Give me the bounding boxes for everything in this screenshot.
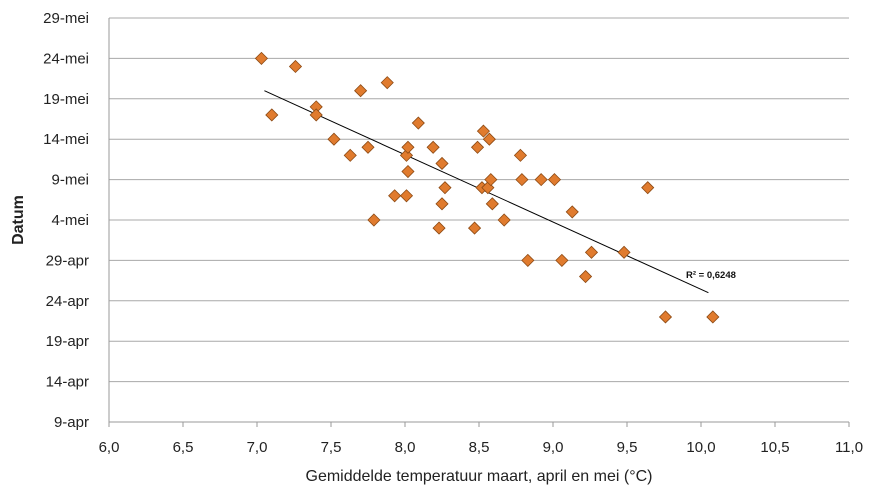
data-point bbox=[513, 148, 528, 162]
x-tick-label: 6,5 bbox=[173, 439, 194, 456]
gridlines bbox=[109, 17, 849, 383]
x-tick-label: 10,0 bbox=[686, 439, 715, 456]
y-tick-label: 24-mei bbox=[43, 50, 89, 67]
data-point bbox=[584, 245, 599, 259]
data-point bbox=[482, 132, 496, 146]
x-tick-label: 6,0 bbox=[99, 439, 120, 456]
data-point bbox=[435, 156, 449, 171]
data-point bbox=[327, 132, 341, 146]
y-tick-label: 29-mei bbox=[43, 10, 89, 27]
y-tick-label: 9-apr bbox=[54, 414, 89, 431]
data-point bbox=[380, 76, 394, 90]
y-tick-labels: 9-apr 14-apr 19-apr 24-apr 29-apr 4-mei 9-mei 1… bbox=[43, 10, 89, 431]
y-tick-label: 9-mei bbox=[51, 172, 89, 189]
r-squared-label: R² = 0,6248 bbox=[686, 270, 736, 281]
y-tick-label: 14-mei bbox=[43, 131, 89, 148]
data-point bbox=[658, 310, 673, 324]
data-point bbox=[438, 181, 452, 195]
data-point bbox=[555, 253, 569, 267]
data-point bbox=[388, 189, 402, 203]
data-point bbox=[521, 253, 535, 267]
x-tick-label: 7,5 bbox=[321, 439, 342, 456]
y-tick-label: 24-apr bbox=[46, 293, 89, 310]
data-point bbox=[435, 197, 449, 211]
data-point bbox=[476, 124, 491, 138]
data-point bbox=[343, 148, 357, 162]
data-point bbox=[641, 181, 655, 195]
data-point bbox=[484, 173, 498, 187]
y-tick-label: 14-apr bbox=[46, 374, 89, 391]
data-point bbox=[361, 140, 375, 154]
data-point bbox=[354, 84, 368, 98]
data-point bbox=[432, 221, 446, 235]
x-tick-label: 7,0 bbox=[247, 439, 268, 456]
y-axis-title: Datum bbox=[10, 195, 27, 245]
data-point bbox=[467, 221, 482, 235]
y-tick-label: 4-mei bbox=[51, 212, 89, 229]
y-tick-label: 19-apr bbox=[46, 333, 89, 350]
data-point bbox=[401, 164, 415, 179]
data-point bbox=[706, 310, 720, 324]
data-point bbox=[309, 108, 323, 122]
data-points bbox=[254, 51, 720, 324]
x-tick-label: 9,5 bbox=[617, 439, 638, 456]
data-point bbox=[578, 269, 593, 284]
y-tick-label: 29-apr bbox=[46, 252, 89, 269]
x-axis-title: Gemiddelde temperatuur maart, april en m… bbox=[306, 468, 653, 485]
x-tick-labels: 6,0 6,5 7,0 7,5 8,0 8,5 9,0 9,5 10,0 10,5 11,0 bbox=[99, 422, 863, 456]
x-tick-label: 9,0 bbox=[543, 439, 564, 456]
data-point bbox=[401, 140, 415, 154]
data-point bbox=[565, 205, 579, 219]
data-point bbox=[617, 245, 631, 259]
y-tick-label: 19-mei bbox=[43, 91, 89, 108]
data-point bbox=[367, 213, 381, 227]
data-point bbox=[485, 197, 499, 211]
x-tick-label: 10,5 bbox=[760, 439, 789, 456]
data-point bbox=[399, 189, 414, 203]
data-point bbox=[411, 116, 425, 130]
x-tick-label: 8,0 bbox=[395, 439, 416, 456]
data-point bbox=[515, 173, 529, 187]
data-point bbox=[497, 213, 511, 227]
data-point bbox=[288, 59, 303, 74]
x-tick-label: 8,5 bbox=[469, 439, 490, 456]
data-point bbox=[399, 148, 414, 162]
data-point bbox=[254, 51, 269, 65]
data-point bbox=[265, 108, 279, 122]
data-point bbox=[534, 173, 548, 187]
data-point bbox=[426, 140, 440, 154]
data-point bbox=[470, 140, 485, 154]
data-point bbox=[547, 173, 562, 187]
x-tick-label: 11,0 bbox=[835, 439, 863, 456]
